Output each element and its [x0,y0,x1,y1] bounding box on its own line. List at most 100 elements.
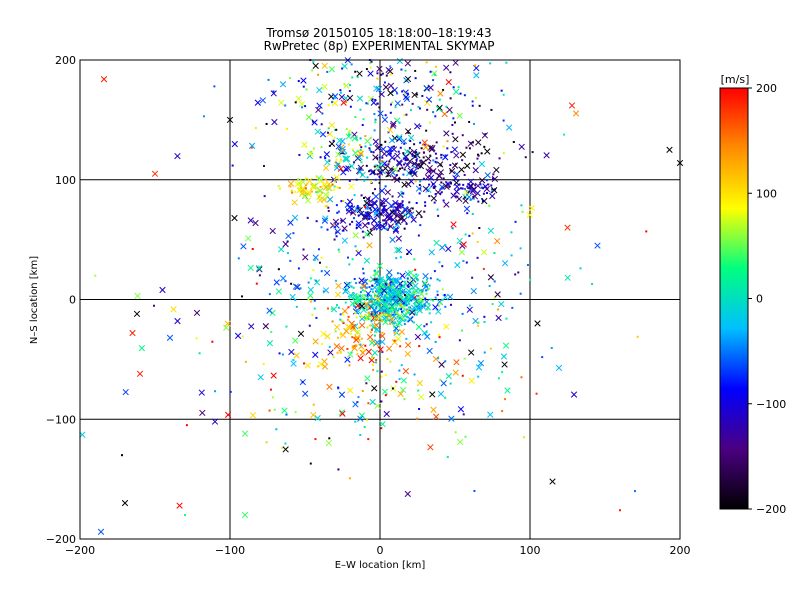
data-point-dot [473,489,476,492]
data-point-dot [425,278,428,281]
data-point-dot [425,331,428,334]
data-point-cross [402,368,410,375]
data-point-cross [345,133,352,140]
data-point-dot [403,304,406,307]
data-point-dot [502,119,505,122]
data-point-cross [404,60,411,67]
data-point-dot [424,286,427,289]
data-point-dot [471,276,474,279]
data-point-dot [294,298,297,301]
data-point-dot [378,156,381,159]
data-point-dot [413,258,416,261]
data-point-dot [438,98,441,101]
data-point-cross [448,167,456,175]
data-point-cross [388,202,395,209]
data-point-cross [241,511,249,519]
data-point-dot [436,178,439,181]
data-point-cross [407,134,415,141]
data-point-cross [176,502,183,509]
data-point-cross [467,140,474,147]
data-point-cross [353,336,360,344]
data-point-dot [384,163,387,166]
data-point-dot [312,61,315,64]
data-point-dot [448,185,451,188]
data-point-cross [248,323,255,330]
data-point-dot [438,336,441,339]
data-point-dot [304,145,307,148]
data-point-cross [341,307,348,315]
data-point-dot [288,77,291,80]
data-point-cross [270,372,277,379]
data-point-dot [476,157,479,160]
data-point-dot [363,179,366,182]
scatter-points [79,57,684,535]
data-point-dot [455,162,458,165]
data-point-dot [442,199,445,202]
data-point-dot [304,177,307,180]
data-point-dot [370,313,373,316]
data-point-dot [290,189,293,192]
data-point-dot [381,293,384,296]
data-point-dot [362,236,365,239]
data-point-dot [477,375,480,378]
data-point-cross [311,119,318,126]
data-point-dot [394,321,397,324]
data-point-cross [234,332,242,339]
data-point-dot [354,245,357,248]
data-point-cross [231,214,238,222]
data-point-cross [429,144,436,152]
data-point-dot [292,359,295,362]
data-point-dot [407,285,410,288]
data-point-cross [370,99,377,106]
data-point-dot [403,227,406,230]
data-point-cross [428,249,435,256]
data-point-cross [448,415,455,422]
data-point-dot [427,302,430,305]
data-point-dot [335,235,338,238]
data-point-dot [370,297,373,300]
data-point-dot [406,253,409,256]
data-point-dot [365,308,368,311]
data-point-cross [382,319,389,326]
data-point-cross [292,283,299,290]
data-point-dot [372,363,375,366]
data-point-dot [524,156,527,159]
data-point-cross [424,304,432,311]
data-point-cross [437,169,445,176]
data-point-cross [396,312,404,319]
data-point-dot [415,201,418,204]
data-point-cross [256,266,263,273]
data-point-cross [300,77,307,84]
data-point-dot [270,388,273,391]
data-point-dot [361,390,364,393]
data-point-dot [289,185,292,188]
data-point-cross [387,89,394,97]
data-point-dot [301,381,304,384]
data-point-dot [411,309,414,312]
data-point-cross [346,198,354,205]
data-point-dot [307,298,310,301]
data-point-dot [390,205,393,208]
data-point-dot [364,200,367,203]
data-point-dot [390,293,393,296]
data-point-cross [498,300,505,308]
data-point-cross [410,168,417,175]
data-point-dot [383,205,386,208]
data-point-dot [399,284,402,287]
data-point-dot [444,305,447,308]
data-point-dot [433,201,436,204]
data-point-cross [422,185,429,193]
data-point-dot [330,308,333,311]
data-point-dot [380,400,383,403]
data-point-dot [428,195,431,198]
data-point-cross [371,385,378,392]
data-point-dot [489,347,492,350]
data-point-dot [444,243,447,246]
data-point-dot [395,286,398,289]
data-point-dot [313,299,316,302]
data-point-dot [284,104,287,107]
data-point-dot [357,167,360,170]
data-point-dot [373,165,376,168]
data-point-dot [355,137,358,140]
data-point-dot [376,214,379,217]
